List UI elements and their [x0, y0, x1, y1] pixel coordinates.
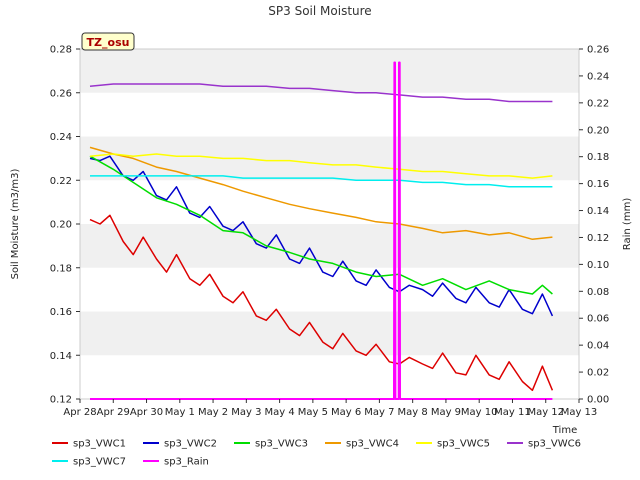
series-line-sp3-vwc7: [90, 175, 553, 188]
x-tick-label: May 9: [431, 407, 461, 418]
legend-label-sp3-vwc5: sp3_VWC5: [437, 439, 490, 450]
x-tick-label: May 13: [561, 407, 598, 418]
y2-tick-label: 0.22: [587, 98, 609, 109]
y-tick-label: 0.14: [50, 351, 72, 362]
x-tick-label: May 5: [298, 407, 328, 418]
legend: sp3_VWC1 sp3_VWC2 sp3_VWC3 sp3_VWC4 sp3_VWC5…: [52, 439, 581, 468]
y2-tick-label: 0.26: [587, 45, 609, 56]
y2-tick-label: 0.16: [587, 179, 609, 190]
x-tick-label: May 6: [331, 407, 361, 418]
y-tick-label: 0.18: [50, 263, 72, 274]
y2-tick-label: 0.14: [587, 206, 609, 217]
annotation-text: TZ_osu: [87, 36, 130, 49]
y-tick-label: 0.22: [50, 176, 72, 187]
y-axis-label: Soil Moisture (m3/m3): [10, 169, 21, 280]
x-tick-label: May 3: [231, 407, 261, 418]
x-tick-label: Apr 30: [130, 407, 163, 418]
x-tick-label: May 2: [198, 407, 228, 418]
y-tick-label: 0.28: [50, 45, 72, 56]
series-line-sp3-rain: [90, 61, 553, 400]
series-line-sp3-vwc5: [89, 153, 553, 179]
x-tick-label: May 11: [494, 407, 531, 418]
y-axis-left: 0.12 0.14 0.16 0.18 0.20 0.22 0.24 0.26 0.28: [50, 45, 80, 406]
grid-bands: [80, 49, 579, 356]
y2-tick-label: 0.08: [587, 287, 609, 298]
x-tick-label: May 12: [527, 407, 564, 418]
y-tick-label: 0.26: [50, 88, 72, 99]
x-tick-label: May 7: [364, 407, 394, 418]
y2-tick-label: 0.12: [587, 233, 609, 244]
series-line-sp3-vwc3: [89, 155, 553, 295]
legend-label-sp3-vwc6: sp3_VWC6: [528, 439, 581, 450]
y2-tick-label: 0.24: [587, 71, 609, 82]
legend-label-sp3-rain: sp3_Rain: [164, 457, 209, 468]
y-axis-right: 0.00 0.02 0.04 0.06 0.08 0.10 0.12 0.14 0.16 0.18…: [579, 45, 609, 406]
y-tick-label: 0.12: [50, 395, 72, 406]
y2-tick-label: 0.02: [587, 368, 609, 379]
x-tick-label: Apr 29: [97, 407, 130, 418]
y2-tick-label: 0.10: [587, 260, 609, 271]
x-tick-label: Apr 28: [63, 407, 96, 418]
legend-label-sp3-vwc7: sp3_VWC7: [73, 457, 126, 468]
grid-band: [80, 136, 579, 181]
series-line-sp3-vwc6: [89, 83, 553, 103]
y2-axis-label: Rain (mm): [622, 198, 633, 251]
legend-label-sp3-vwc3: sp3_VWC3: [255, 439, 308, 450]
y2-tick-label: 0.04: [587, 341, 609, 352]
y-tick-label: 0.24: [50, 132, 72, 143]
series-line-sp3-vwc4: [89, 146, 553, 241]
series-line-sp3-vwc1: [89, 214, 554, 392]
legend-label-sp3-vwc4: sp3_VWC4: [346, 439, 399, 450]
series-line-sp3-vwc2: [89, 155, 554, 317]
x-tick-label: May 10: [461, 407, 498, 418]
annotation-box: TZ_osu: [81, 32, 135, 51]
y-tick-label: 0.20: [50, 220, 72, 231]
series-layer: [89, 61, 554, 400]
grid-band: [80, 224, 579, 268]
legend-label-sp3-vwc2: sp3_VWC2: [164, 439, 217, 450]
x-tick-label: May 1: [165, 407, 195, 418]
x-axis-label: Time: [552, 425, 577, 436]
y2-tick-label: 0.06: [587, 314, 609, 325]
y-tick-label: 0.16: [50, 307, 72, 318]
y2-tick-label: 0.18: [587, 152, 609, 163]
chart-title: SP3 Soil Moisture: [268, 4, 371, 18]
grid-band: [80, 49, 579, 93]
x-tick-label: May 8: [398, 407, 428, 418]
x-axis: Apr 28 Apr 29 Apr 30 May 1 May 2 May 3 May 4 Ma…: [63, 399, 597, 418]
legend-label-sp3-vwc1: sp3_VWC1: [73, 439, 126, 450]
grid-band: [80, 311, 579, 356]
y2-tick-label: 0.20: [587, 125, 609, 136]
y2-tick-label: 0.00: [587, 395, 609, 406]
x-tick-label: May 4: [264, 407, 294, 418]
